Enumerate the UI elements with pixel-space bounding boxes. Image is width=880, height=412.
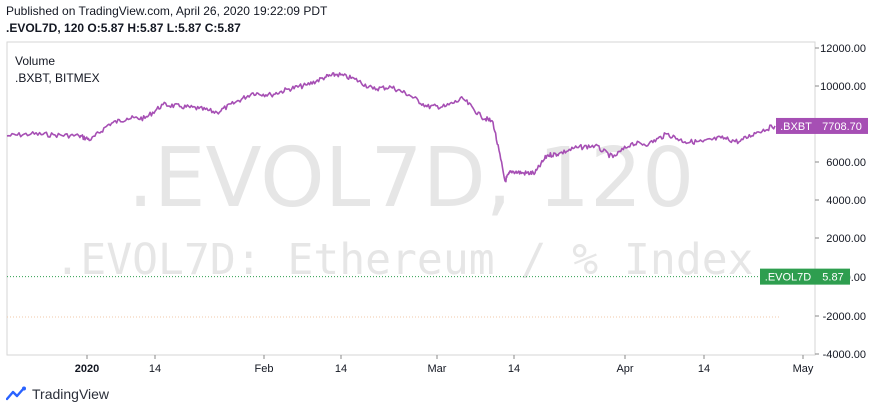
x-tick-label: Apr [616,363,633,375]
bxbt-price-label: 7708.70 [822,121,862,133]
x-tick-label: 2020 [75,363,99,375]
legend-entry: .BXBT, BITMEX [15,71,100,85]
ohlc-readout: .EVOL7D, 120 O:5.87 H:5.87 L:5.87 C:5.87 [6,21,241,35]
plot-frame [6,41,816,356]
watermark-symbol: .EVOL7D, 120 [128,131,695,226]
tradingview-brand: TradingView [32,386,110,402]
tradingview-logo-icon [6,386,26,401]
evol7d-name-tag [760,268,816,285]
watermark-title: .EVOL7D: Ethereum / % Index [55,235,754,285]
evol7d-price-tag [816,268,850,285]
y-tick-label: 12000.00 [820,43,866,55]
legend-entry: Volume [15,54,55,68]
y-tick-label: 2000.00 [826,233,866,245]
x-tick-label: 14 [149,363,161,375]
x-tick-label: 14 [508,363,520,375]
x-tick-label: Mar [428,363,447,375]
x-tick-label: 14 [335,363,347,375]
tradingview-footer[interactable]: TradingView [6,384,109,404]
published-info: Published on TradingView.com, April 26, … [6,4,328,18]
y-tick-label: 10000.00 [820,81,866,93]
y-tick-label: 6000.00 [826,157,866,169]
x-tick-label: May [793,363,814,375]
x-tick-label: 14 [698,363,710,375]
bxbt-name-tag [776,117,816,134]
bxbt-name-label: .BXBT [780,121,812,133]
evol7d-name-label: .EVOL7D [765,272,812,284]
y-tick-label: -2000.00 [823,311,866,323]
x-tick-label: Feb [255,363,274,375]
y-tick-label: -4000.00 [823,349,866,361]
evol7d-price-label: 5.87 [822,272,843,284]
bxbt-price-tag [816,117,868,134]
price-chart[interactable]: .EVOL7D, 120 .EVOL7D: Ethereum / % Index V… [0,0,880,380]
y-tick-label: 4000.00 [826,195,866,207]
bxbt-series-line [6,72,776,183]
